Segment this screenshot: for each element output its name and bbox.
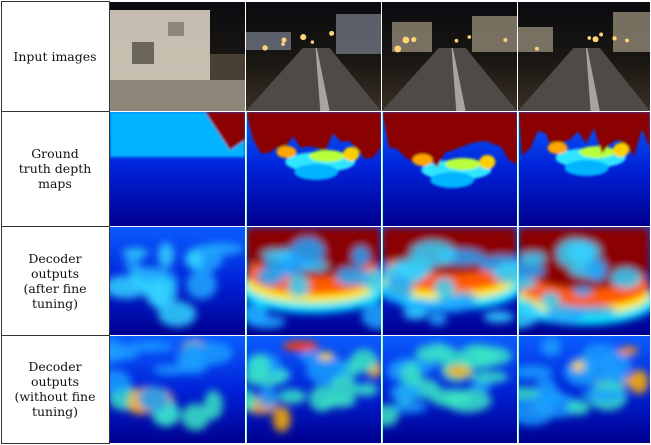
ground-truth-depth-map <box>246 112 381 226</box>
row-label-decoder-no-finetune: Decoder outputs (without fine tuning) <box>14 359 96 419</box>
decoder-output-no-finetune <box>246 336 381 443</box>
row-divider <box>1 443 109 444</box>
input-image <box>382 2 517 111</box>
ground-truth-depth-map <box>518 112 650 226</box>
decoder-output-finetuned <box>246 227 381 335</box>
decoder-output-no-finetune <box>110 336 245 443</box>
input-image <box>518 2 650 111</box>
decoder-output-no-finetune <box>382 336 517 443</box>
row-label-ground-truth: Ground truth depth maps <box>18 146 92 191</box>
decoder-output-finetuned <box>382 227 517 335</box>
decoder-output-no-finetune <box>518 336 650 443</box>
row-label-decoder-finetuned: Decoder outputs (after fine tuning) <box>23 250 87 311</box>
ground-truth-depth-map <box>382 112 517 226</box>
row-label-input-images: Input images <box>13 48 97 64</box>
row-divider <box>1 335 109 336</box>
input-image <box>246 2 381 111</box>
decoder-output-finetuned <box>518 227 650 335</box>
row-divider <box>1 111 109 112</box>
row-divider <box>1 226 109 227</box>
table-left-border <box>1 1 2 444</box>
table-inner-border <box>109 1 110 444</box>
input-image <box>110 2 245 111</box>
row-divider <box>1 1 109 2</box>
ground-truth-depth-map <box>110 112 245 226</box>
decoder-output-finetuned <box>110 227 245 335</box>
